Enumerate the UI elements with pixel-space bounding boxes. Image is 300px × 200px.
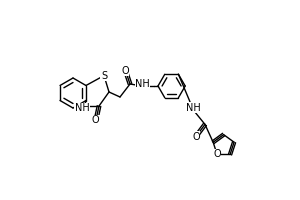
- Text: NH: NH: [186, 103, 200, 113]
- Text: O: O: [92, 115, 99, 125]
- Text: O: O: [122, 66, 129, 76]
- Text: O: O: [213, 149, 221, 159]
- Text: NH: NH: [75, 103, 89, 113]
- Text: NH: NH: [135, 79, 150, 89]
- Text: S: S: [101, 71, 107, 81]
- Text: O: O: [192, 132, 200, 142]
